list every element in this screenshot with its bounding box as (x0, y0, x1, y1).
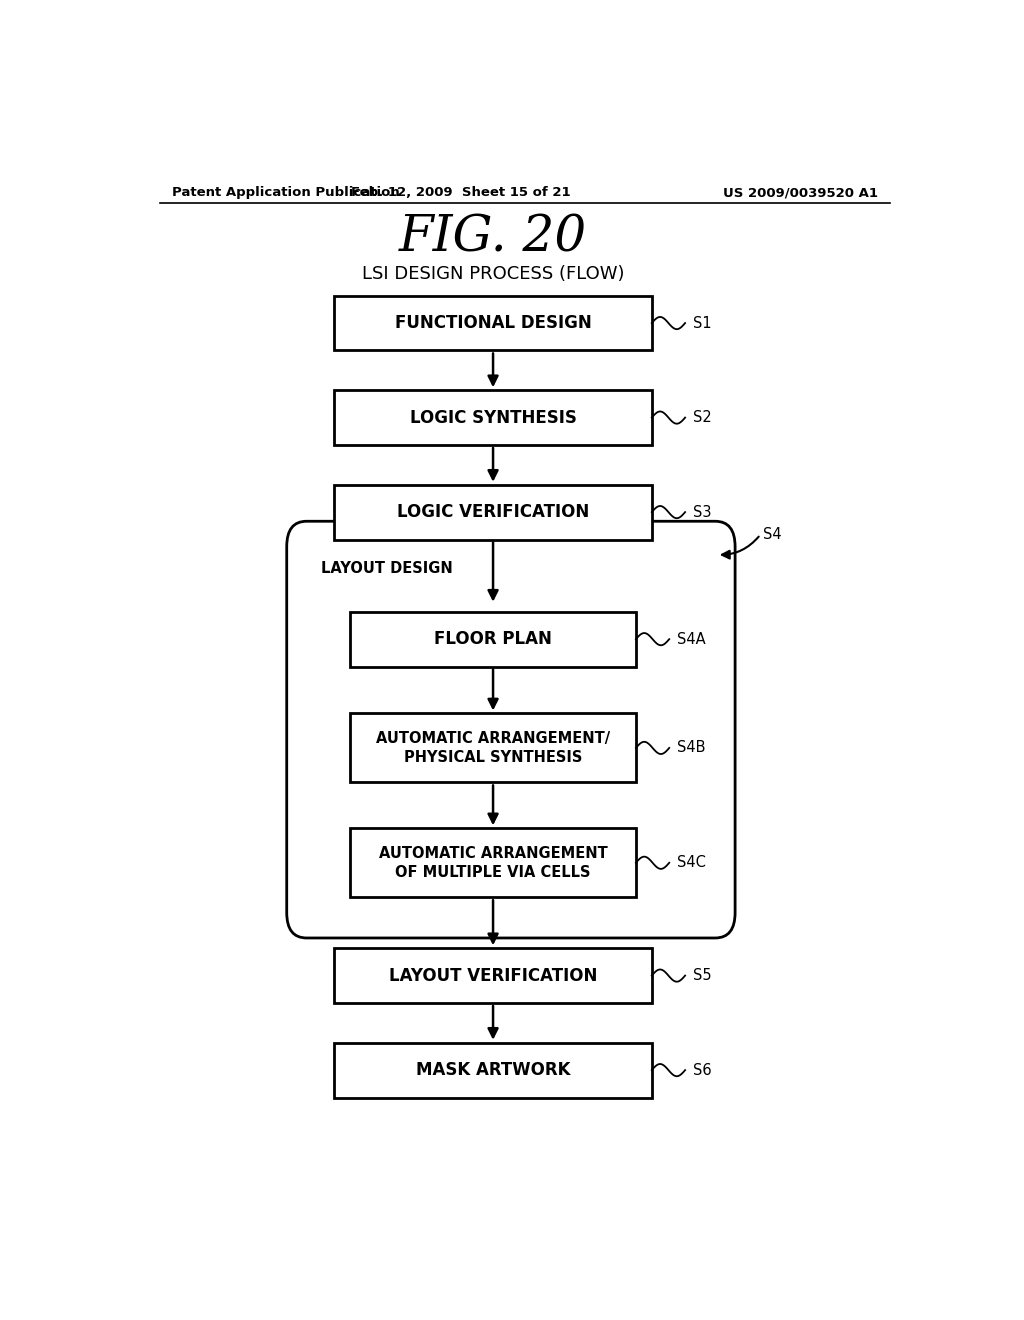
Text: LSI DESIGN PROCESS (FLOW): LSI DESIGN PROCESS (FLOW) (361, 265, 625, 284)
Text: LOGIC SYNTHESIS: LOGIC SYNTHESIS (410, 409, 577, 426)
Text: FIG. 20: FIG. 20 (399, 213, 587, 263)
Text: LAYOUT VERIFICATION: LAYOUT VERIFICATION (389, 966, 597, 985)
Text: S2: S2 (693, 411, 712, 425)
FancyBboxPatch shape (350, 828, 636, 898)
Text: S4B: S4B (677, 741, 706, 755)
Text: US 2009/0039520 A1: US 2009/0039520 A1 (723, 186, 878, 199)
Text: S5: S5 (693, 968, 712, 983)
Text: S4: S4 (763, 527, 781, 543)
FancyBboxPatch shape (334, 391, 652, 445)
Text: S3: S3 (693, 504, 712, 520)
FancyBboxPatch shape (350, 713, 636, 783)
Text: MASK ARTWORK: MASK ARTWORK (416, 1061, 570, 1080)
Text: S1: S1 (693, 315, 712, 330)
Text: LAYOUT DESIGN: LAYOUT DESIGN (321, 561, 453, 576)
Text: Feb. 12, 2009  Sheet 15 of 21: Feb. 12, 2009 Sheet 15 of 21 (351, 186, 571, 199)
FancyBboxPatch shape (334, 296, 652, 351)
FancyBboxPatch shape (287, 521, 735, 939)
Text: S4C: S4C (677, 855, 706, 870)
Text: FUNCTIONAL DESIGN: FUNCTIONAL DESIGN (394, 314, 592, 333)
Text: S4A: S4A (677, 632, 706, 647)
FancyBboxPatch shape (334, 1043, 652, 1097)
FancyBboxPatch shape (334, 484, 652, 540)
FancyBboxPatch shape (334, 948, 652, 1003)
Text: S6: S6 (693, 1063, 712, 1077)
Text: Patent Application Publication: Patent Application Publication (172, 186, 399, 199)
Text: AUTOMATIC ARRANGEMENT
OF MULTIPLE VIA CELLS: AUTOMATIC ARRANGEMENT OF MULTIPLE VIA CE… (379, 846, 607, 879)
FancyBboxPatch shape (350, 611, 636, 667)
Text: FLOOR PLAN: FLOOR PLAN (434, 630, 552, 648)
Text: AUTOMATIC ARRANGEMENT/
PHYSICAL SYNTHESIS: AUTOMATIC ARRANGEMENT/ PHYSICAL SYNTHESI… (376, 731, 610, 764)
Text: LOGIC VERIFICATION: LOGIC VERIFICATION (397, 503, 589, 521)
